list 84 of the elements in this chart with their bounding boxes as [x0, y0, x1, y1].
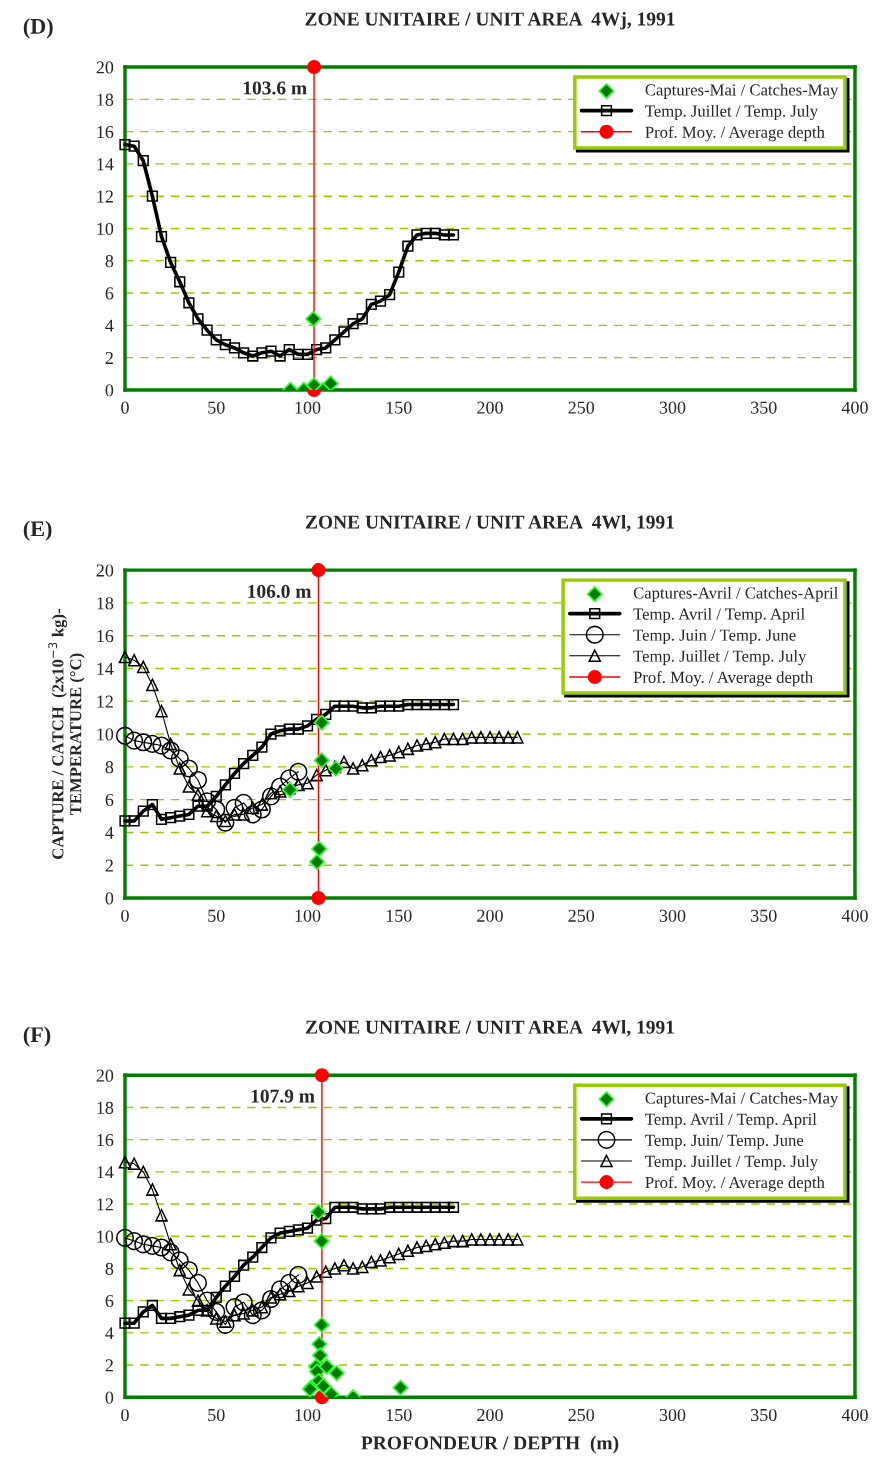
y-tick-label: 14	[97, 158, 114, 171]
y-tick-label: 6	[105, 1294, 114, 1308]
text: (D)	[23, 18, 53, 39]
legend-label: Prof. Moy. / Average depth	[633, 671, 813, 687]
annotation: 107.9 m	[251, 1089, 315, 1103]
y-axis-title: CAPTURE / CATCH (2x10$^{−3}$ kg)- TEMPERATURE (°C)	[48, 609, 85, 859]
y-tick-label: 14	[97, 662, 114, 675]
x-axis-title: PROFONDEUR / DEPTH (m)	[361, 1435, 619, 1454]
y-tick-label: 4	[105, 319, 114, 332]
legend-label: Captures-Mai / Catches-May	[645, 83, 839, 99]
x-tick-label: 350	[751, 1408, 777, 1422]
legend-label: Temp. Juin/ Temp. June	[645, 1134, 804, 1150]
x-tick-label: 100	[295, 909, 321, 922]
x-tick-label: 250	[568, 1408, 595, 1422]
x-tick-label: 0	[121, 401, 129, 414]
chart-title: ZONE UNITAIRE / UNIT AREA 4Wl, 1991	[305, 514, 674, 532]
y-tick-label: 8	[105, 761, 114, 774]
y-tick-label: 6	[105, 287, 114, 300]
legend-label: Temp. Juillet / Temp. July	[645, 104, 819, 121]
legend-label: Prof. Moy. / Average depth	[645, 1176, 825, 1192]
y-tick-label: 2	[105, 859, 113, 872]
y-tick-label: 12	[97, 190, 113, 203]
y-tick-label: 16	[97, 125, 114, 139]
legend-label: Captures-Mai / Catches-May	[645, 1092, 839, 1108]
x-tick-label: 250	[568, 909, 595, 922]
y-tick-label: 20	[96, 564, 114, 577]
x-tick-label: 250	[568, 401, 595, 414]
y-tick-label: 18	[97, 597, 114, 610]
chart-title: ZONE UNITAIRE / UNIT AREA 4Wl, 1991	[305, 1020, 674, 1037]
y-tick-label: 10	[97, 222, 114, 235]
x-tick-label: 300	[659, 1408, 686, 1422]
x-tick-label: 400	[841, 909, 868, 922]
y-tick-label: 2	[105, 351, 113, 364]
y-tick-label: 12	[97, 1198, 113, 1211]
y-tick-label: 14	[97, 1166, 114, 1179]
y-tick-label: 2	[105, 1359, 113, 1372]
legend-label: Captures-Avril / Catches-April	[633, 586, 838, 602]
x-tick-label: 200	[477, 401, 503, 414]
x-tick-label: 150	[386, 401, 412, 414]
y-tick-label: 18	[97, 1101, 114, 1114]
text: (F)	[23, 1026, 51, 1047]
legend-label: Temp. Juillet / Temp. July	[633, 650, 807, 666]
y-tick-label: 0	[105, 892, 114, 905]
legend-label: Temp. Avril / Temp. April	[633, 607, 805, 624]
text: (E)	[23, 520, 52, 541]
y-tick-label: 4	[105, 826, 114, 839]
annotation: 103.6 m	[243, 81, 307, 95]
x-tick-label: 0	[121, 1408, 129, 1422]
x-tick-label: 350	[751, 401, 777, 414]
legend-label: Temp. Juin / Temp. June	[633, 629, 796, 645]
x-tick-label: 50	[208, 1408, 225, 1422]
y-tick-label: 20	[96, 1069, 114, 1082]
y-tick-label: 10	[97, 1230, 114, 1243]
y-tick-label: 16	[97, 630, 114, 643]
y-tick-label: 20	[96, 61, 114, 74]
x-tick-label: 50	[208, 909, 225, 922]
y-tick-label: 16	[97, 1133, 114, 1147]
y-tick-label: 4	[105, 1327, 114, 1340]
y-tick-label: 8	[105, 255, 114, 268]
legend-label: Temp. Avril / Temp. April	[645, 1113, 817, 1129]
x-tick-label: 0	[121, 909, 129, 922]
y-tick-label: 0	[105, 384, 114, 397]
x-tick-label: 200	[477, 909, 503, 922]
y-tick-label: 18	[97, 93, 114, 106]
x-tick-label: 300	[659, 401, 686, 414]
y-tick-label: 8	[105, 1262, 114, 1275]
x-tick-label: 150	[386, 909, 412, 922]
x-tick-label: 100	[295, 401, 321, 414]
x-tick-label: 350	[751, 909, 777, 922]
legend-label: Temp. Juillet / Temp. July	[645, 1155, 819, 1171]
x-tick-label: 100	[295, 1408, 321, 1422]
x-tick-label: 200	[477, 1408, 503, 1422]
y-tick-label: 12	[97, 695, 113, 708]
chart-title: ZONE UNITAIRE / UNIT AREA 4Wj, 1991	[305, 11, 675, 30]
x-tick-label: 400	[841, 1408, 868, 1422]
y-tick-label: 6	[105, 793, 114, 807]
legend-label: Prof. Moy. / Average depth	[645, 125, 825, 142]
x-tick-label: 50	[208, 401, 225, 414]
x-tick-label: 150	[386, 1408, 412, 1422]
annotation: 106.0 m	[248, 584, 312, 599]
x-tick-label: 300	[659, 909, 686, 922]
x-tick-label: 400	[841, 401, 868, 414]
y-tick-label: 10	[97, 728, 114, 741]
y-tick-label: 0	[105, 1391, 114, 1404]
